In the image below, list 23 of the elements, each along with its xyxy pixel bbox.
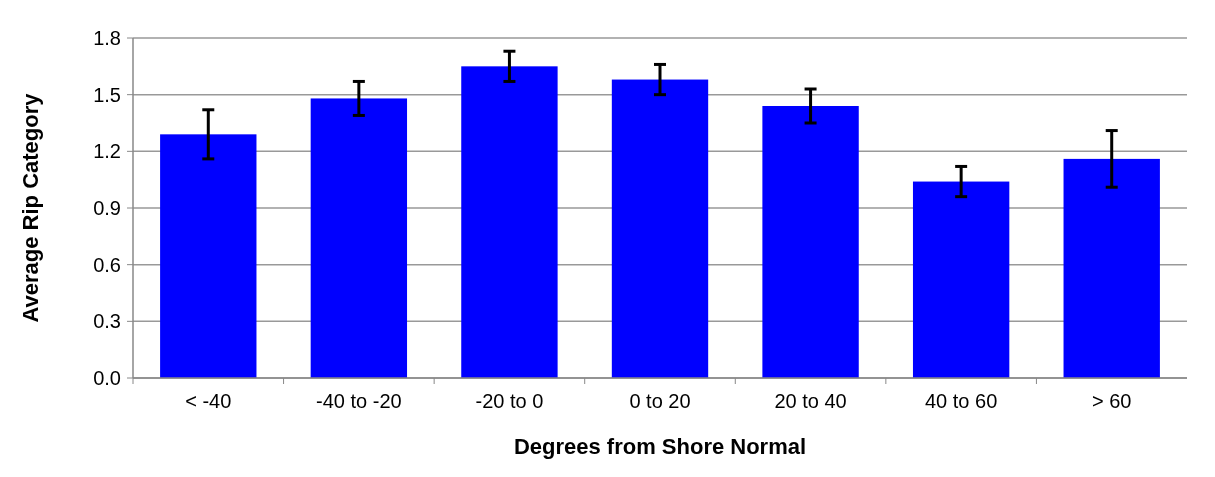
y-axis-title: Average Rip Category (18, 92, 43, 323)
x-tick-label: -40 to -20 (316, 390, 402, 412)
x-tick-label: 40 to 60 (924, 390, 998, 412)
x-tick-label: 0 to 20 (629, 390, 691, 412)
bar (762, 106, 859, 378)
bar (611, 79, 709, 378)
y-tick-label: 1.5 (93, 83, 121, 106)
y-tick-label: 0.3 (93, 310, 121, 333)
y-tick-label: 0.9 (93, 197, 121, 219)
x-tick-label: 20 to 40 (774, 390, 847, 412)
x-tick-label: > 60 (1091, 390, 1132, 412)
bar (310, 98, 408, 378)
x-axis-title: Degrees from Shore Normal (513, 434, 807, 459)
y-tick-label: 1.8 (93, 27, 121, 49)
y-tick-label: 0.6 (93, 253, 121, 276)
x-tick-label: < -40 (185, 390, 232, 412)
x-tick-label: -20 to 0 (475, 390, 544, 412)
bar (912, 181, 1010, 378)
bar (461, 66, 558, 378)
bar (160, 134, 257, 378)
bar (1063, 158, 1160, 378)
y-tick-label: 0.0 (93, 367, 121, 389)
y-tick-label: 1.2 (93, 140, 121, 163)
